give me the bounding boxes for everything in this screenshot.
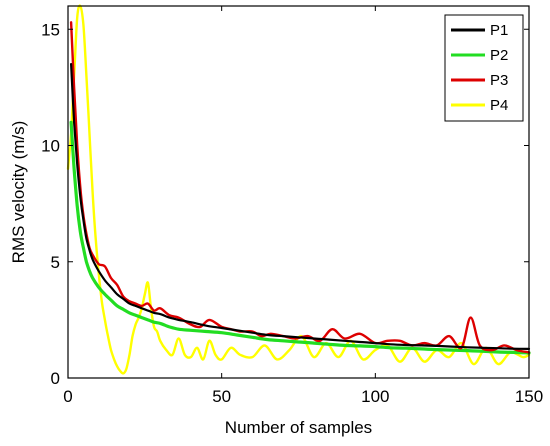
y-tick-label: 5 [51,253,60,272]
legend-box [444,14,524,122]
y-tick-label: 10 [41,137,60,156]
series-line-p2 [69,120,531,355]
x-tick-label: 0 [63,387,72,406]
legend-label-p3: P3 [490,72,508,89]
legend-label-p1: P1 [490,22,508,39]
y-axis-label: RMS velocity (m/s) [9,121,28,264]
axes-frame [67,5,530,379]
series-line-p4 [66,4,531,375]
x-tick-label: 100 [361,387,389,406]
series-line-p1 [70,62,531,350]
x-tick-label: 150 [515,387,543,406]
y-tick-label: 0 [51,369,60,388]
x-axis-label: Number of samples [225,418,372,437]
y-tick-label: 15 [41,20,60,39]
legend-label-p2: P2 [490,47,508,64]
legend-label-p4: P4 [490,97,508,114]
x-tick-label: 50 [212,387,231,406]
